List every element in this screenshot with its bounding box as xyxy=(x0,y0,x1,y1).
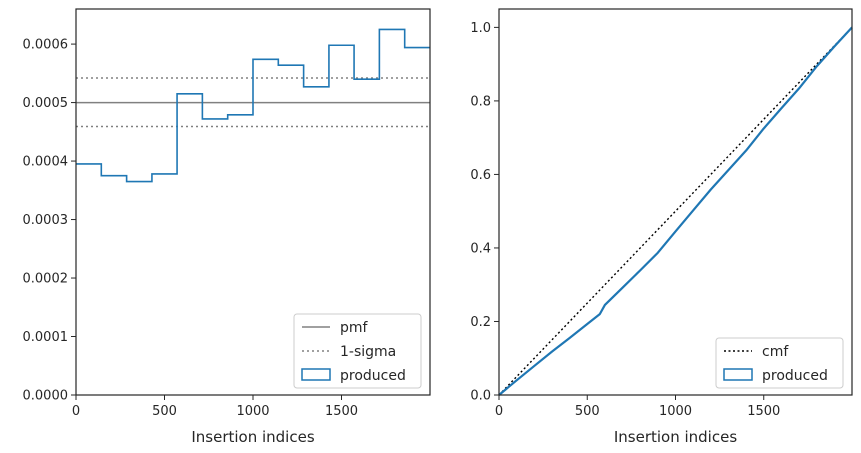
cmf-xtick-label: 0 xyxy=(495,404,503,419)
pmf-xtick-label: 1500 xyxy=(325,404,358,419)
pmf-ytick-label: 0.0000 xyxy=(23,389,69,404)
cmf-chart-legend: cmf produced xyxy=(715,337,844,389)
pmf-xtick-label: 0 xyxy=(72,404,80,419)
cmf-ytick-label: 0.6 xyxy=(470,168,491,183)
cmf-legend-swatch xyxy=(723,368,753,381)
pmf-ytick-label: 0.0006 xyxy=(23,38,69,53)
cmf-ytick-label: 0.0 xyxy=(470,389,491,404)
cmf-chart-frame xyxy=(498,8,853,396)
pmf-legend-swatch xyxy=(301,368,331,381)
pmf-ytick-label: 0.0003 xyxy=(23,213,69,228)
cmf-xtick-label: 1500 xyxy=(747,404,780,419)
cmf-legend-label: produced xyxy=(762,368,828,384)
pmf-ytick-label: 0.0005 xyxy=(23,96,69,111)
pmf-chart-ticks: 0 500 1000 1500 0.0000 0.0001 0.0002 0.0003 0.00… xyxy=(23,38,359,419)
cmf-line xyxy=(498,26,853,396)
cmf-ytick-label: 0.4 xyxy=(470,241,491,256)
pmf-xtick-label: 1000 xyxy=(236,404,269,419)
pmf-legend-label: 1-sigma xyxy=(340,344,396,360)
pmf-legend-label: produced xyxy=(340,368,406,384)
cmf-chart-xlabel: Insertion indices xyxy=(614,428,737,446)
cmf-xtick-label: 500 xyxy=(575,404,600,419)
pmf-chart-marks xyxy=(76,28,430,183)
produced-line xyxy=(498,26,853,396)
pmf-chart: 0 500 1000 1500 0.0000 0.0001 0.0002 0.0003 0.00… xyxy=(23,8,431,446)
cmf-chart-ticks: 0 500 1000 1500 0.0 0.2 0.4 0.6 0.8 1.0 xyxy=(470,21,780,419)
cmf-ytick-label: 1.0 xyxy=(470,21,491,36)
pmf-ytick-label: 0.0002 xyxy=(23,272,69,287)
pmf-chart-xlabel: Insertion indices xyxy=(191,428,314,446)
pmf-ytick-label: 0.0001 xyxy=(23,330,69,345)
pmf-xtick-label: 500 xyxy=(152,404,177,419)
pmf-ytick-label: 0.0004 xyxy=(23,155,69,170)
produced-step xyxy=(76,28,430,183)
pmf-legend-label: pmf xyxy=(340,320,369,336)
cmf-ytick-label: 0.8 xyxy=(470,94,491,109)
cmf-xtick-label: 1000 xyxy=(659,404,692,419)
cmf-chart-marks xyxy=(498,26,853,396)
pmf-chart-legend: pmf 1-sigma produced xyxy=(293,313,422,389)
cmf-legend-label: cmf xyxy=(762,344,789,360)
cmf-ytick-label: 0.2 xyxy=(470,315,491,330)
cmf-chart: 0 500 1000 1500 0.0 0.2 0.4 0.6 0.8 1.0 Insertion… xyxy=(470,8,853,446)
